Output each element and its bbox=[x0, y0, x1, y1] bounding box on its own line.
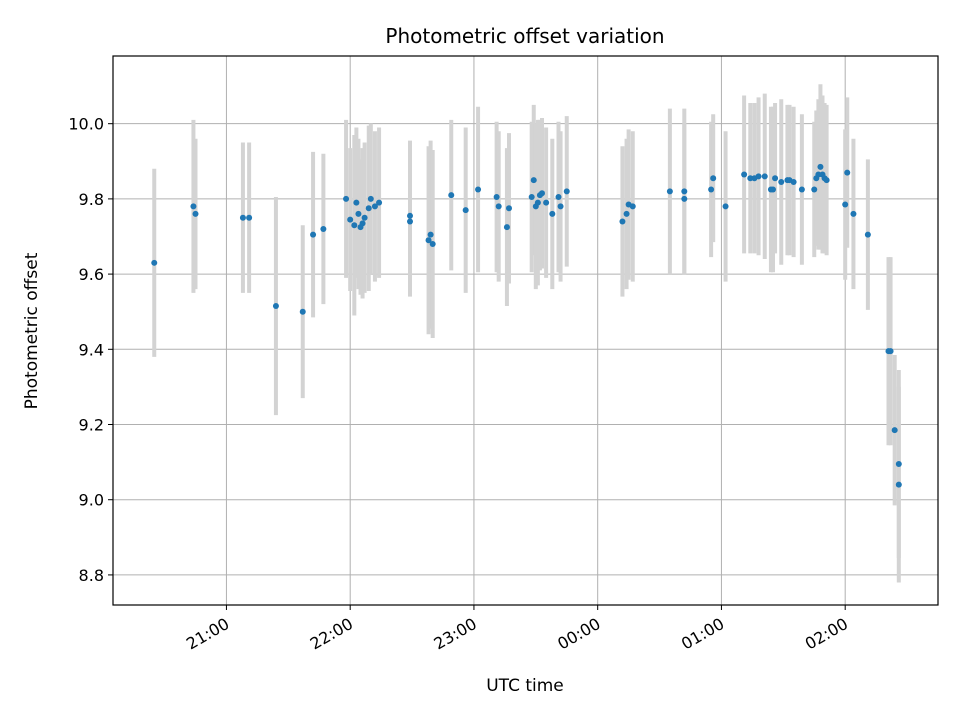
data-point bbox=[343, 195, 350, 202]
data-point bbox=[299, 308, 306, 315]
data-point bbox=[555, 194, 562, 201]
data-points bbox=[151, 163, 902, 488]
y-tick-label: 9.6 bbox=[79, 265, 104, 284]
data-point bbox=[351, 222, 358, 229]
data-point bbox=[376, 199, 383, 206]
data-point bbox=[272, 303, 279, 310]
data-point bbox=[815, 171, 822, 178]
data-point bbox=[817, 163, 824, 170]
data-point bbox=[347, 216, 354, 223]
data-point bbox=[361, 214, 368, 221]
data-point bbox=[367, 195, 374, 202]
data-point bbox=[850, 210, 857, 217]
x-tick-label: 00:00 bbox=[554, 614, 603, 654]
data-point bbox=[557, 203, 564, 210]
data-point bbox=[887, 348, 894, 355]
x-tick-label: 23:00 bbox=[431, 614, 480, 654]
data-point bbox=[310, 231, 317, 238]
data-point bbox=[666, 188, 673, 195]
data-point bbox=[320, 225, 327, 232]
data-point bbox=[772, 175, 779, 182]
data-point bbox=[475, 186, 482, 193]
data-point bbox=[462, 207, 469, 214]
data-point bbox=[741, 171, 748, 178]
data-point bbox=[844, 169, 851, 176]
data-point bbox=[708, 186, 715, 193]
y-axis-ticks: 8.8 9.0 9.2 9.4 9.6 9.8 10.0 bbox=[68, 115, 113, 585]
data-point bbox=[528, 194, 535, 201]
chart-title: Photometric offset variation bbox=[385, 24, 664, 48]
data-point bbox=[798, 186, 805, 193]
data-point bbox=[506, 205, 512, 212]
data-point bbox=[534, 199, 541, 206]
data-point bbox=[563, 188, 570, 195]
error-bars bbox=[152, 84, 901, 583]
plot-frame bbox=[112, 55, 939, 606]
data-point bbox=[239, 214, 246, 221]
data-point bbox=[429, 241, 436, 248]
data-point bbox=[629, 203, 636, 210]
data-point bbox=[190, 203, 197, 210]
data-point bbox=[823, 177, 830, 184]
y-tick-label: 9.0 bbox=[79, 491, 104, 510]
data-point bbox=[407, 218, 413, 225]
data-point bbox=[681, 188, 688, 195]
data-point bbox=[493, 194, 500, 201]
data-point bbox=[747, 175, 754, 182]
data-point bbox=[842, 201, 849, 208]
data-point bbox=[722, 203, 729, 210]
data-point bbox=[495, 203, 502, 210]
data-point bbox=[895, 460, 902, 467]
data-point bbox=[353, 199, 360, 206]
data-point bbox=[539, 190, 545, 197]
y-tick-label: 9.2 bbox=[79, 416, 104, 435]
data-point bbox=[407, 212, 413, 219]
data-point bbox=[192, 210, 199, 217]
data-point bbox=[530, 177, 537, 184]
x-tick-label: 22:00 bbox=[307, 614, 356, 654]
data-point bbox=[623, 210, 630, 217]
data-point bbox=[355, 210, 362, 217]
data-point bbox=[681, 195, 688, 202]
x-axis-ticks: 21:00 22:00 23:00 00:00 01:00 02:00 bbox=[183, 605, 851, 654]
data-point bbox=[365, 205, 372, 212]
data-point bbox=[770, 186, 776, 193]
data-point bbox=[895, 481, 902, 488]
data-point bbox=[778, 178, 785, 185]
data-point bbox=[864, 231, 871, 238]
y-tick-label: 10.0 bbox=[68, 115, 104, 134]
data-point bbox=[359, 220, 366, 227]
data-point bbox=[790, 178, 797, 185]
data-point bbox=[619, 218, 626, 225]
y-tick-label: 9.4 bbox=[79, 340, 104, 359]
data-point bbox=[425, 237, 432, 244]
data-point bbox=[427, 231, 434, 238]
x-axis-label: UTC time bbox=[486, 676, 564, 696]
data-point bbox=[811, 186, 818, 193]
data-point bbox=[246, 214, 253, 221]
x-tick-label: 21:00 bbox=[183, 614, 232, 654]
y-axis-label: Photometric offset bbox=[22, 252, 42, 409]
y-tick-label: 8.8 bbox=[79, 566, 104, 585]
data-point bbox=[151, 259, 158, 266]
data-point bbox=[371, 203, 378, 210]
data-point bbox=[503, 224, 510, 231]
x-tick-label: 02:00 bbox=[802, 614, 851, 654]
data-point bbox=[710, 175, 717, 182]
data-point bbox=[549, 210, 556, 217]
data-point bbox=[761, 173, 768, 180]
data-point bbox=[448, 192, 455, 199]
data-point bbox=[755, 173, 762, 180]
data-point bbox=[543, 199, 550, 206]
y-tick-label: 9.8 bbox=[79, 190, 104, 209]
x-tick-label: 01:00 bbox=[678, 614, 727, 654]
data-point bbox=[891, 427, 898, 434]
